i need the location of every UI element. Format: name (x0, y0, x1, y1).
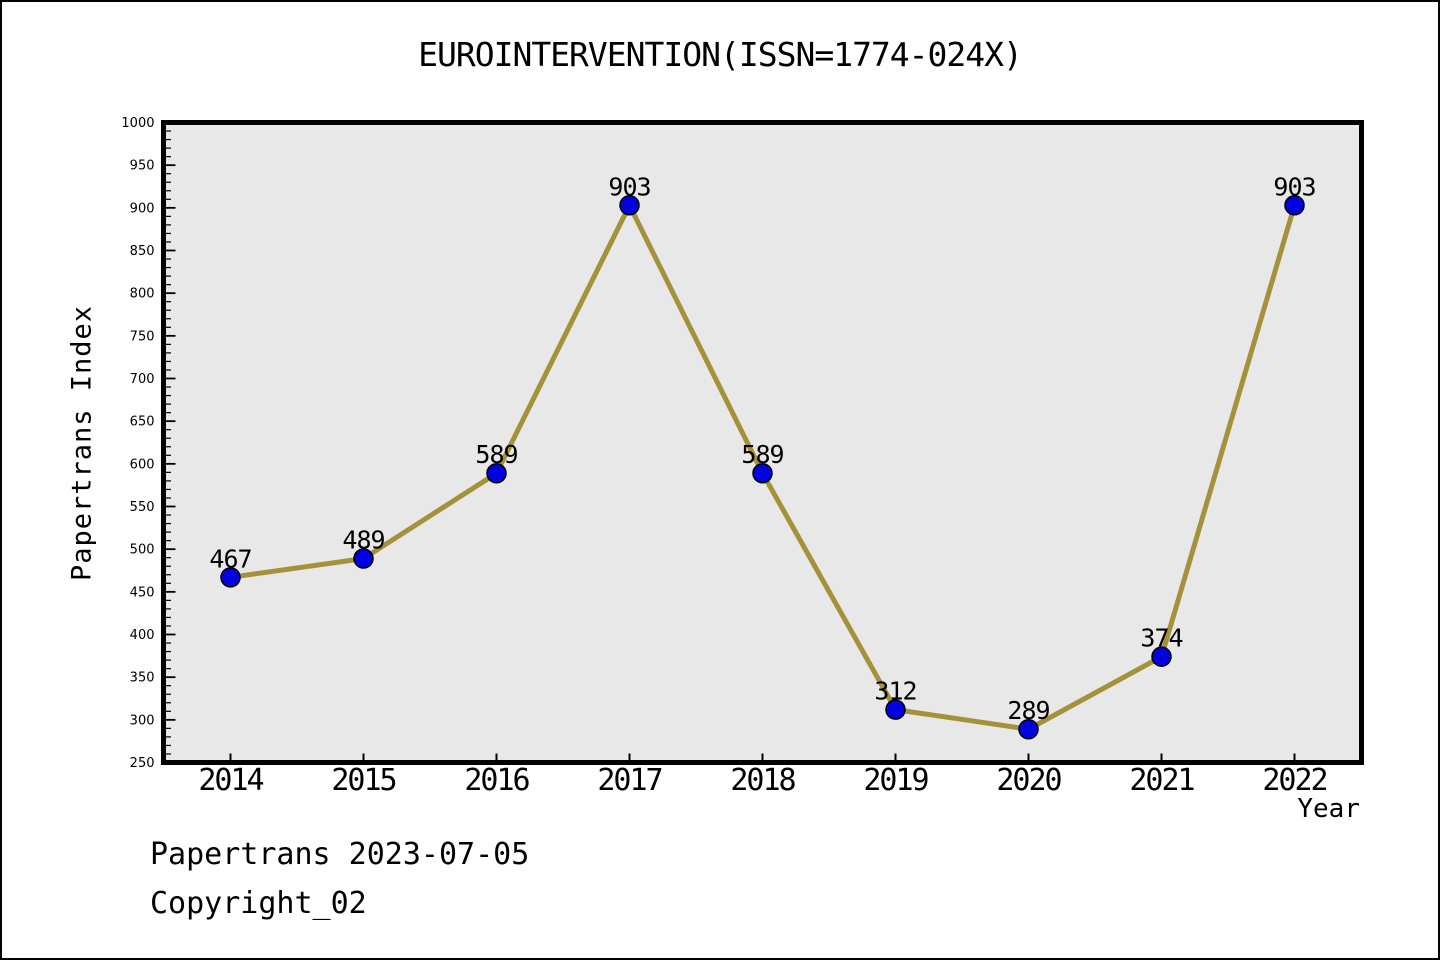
y-tick-label: 900 (130, 201, 155, 216)
x-tick-label: 2019 (863, 763, 928, 798)
data-point-label: 903 (1273, 172, 1315, 201)
y-tick-label: 250 (130, 756, 155, 771)
data-point-marker (1151, 646, 1172, 667)
y-tick-label: 650 (130, 415, 155, 430)
y-tick-label: 350 (130, 671, 155, 686)
x-tick-label: 2018 (730, 763, 795, 798)
y-tick-label: 500 (130, 543, 155, 558)
data-point-label: 489 (342, 526, 384, 555)
data-point-label: 903 (608, 172, 650, 201)
data-point-marker (220, 567, 241, 588)
y-tick-label: 550 (130, 500, 155, 515)
y-tick-label: 300 (130, 713, 155, 728)
data-point-marker (619, 195, 640, 216)
data-point-label: 374 (1140, 624, 1182, 653)
x-tick-label: 2022 (1262, 763, 1326, 798)
data-point-label: 289 (1007, 696, 1049, 725)
data-point-label: 589 (741, 440, 783, 469)
x-tick-label: 2014 (198, 763, 263, 798)
footer-copyright: Copyright_02 (150, 886, 367, 921)
data-point-label: 312 (874, 677, 916, 706)
data-point-marker (752, 462, 773, 484)
data-point-label: 467 (209, 544, 251, 573)
x-tick-label: 2017 (597, 763, 661, 798)
y-axis-label: Papertrans Index (66, 304, 98, 582)
x-axis-label: Year (1297, 794, 1360, 824)
data-point-marker (885, 699, 906, 720)
data-point-marker (1018, 718, 1039, 740)
y-tick-label: 950 (130, 159, 155, 174)
plot-border (161, 120, 1364, 765)
data-point-marker (1284, 195, 1305, 216)
x-tick-label: 2020 (996, 763, 1061, 798)
y-tick-label: 400 (130, 628, 155, 643)
data-point-marker (486, 462, 507, 484)
y-tick-label: 700 (130, 372, 155, 387)
data-point-marker (353, 548, 374, 569)
chart-title: EUROINTERVENTION(ISSN=1774-024X) (418, 35, 1023, 74)
y-tick-label: 850 (130, 244, 155, 259)
x-tick-label: 2021 (1129, 763, 1194, 798)
y-tick-label: 450 (130, 585, 155, 600)
y-tick-label: 800 (130, 287, 155, 302)
y-tick-label: 600 (130, 457, 155, 472)
data-point-label: 589 (475, 440, 517, 469)
y-tick-label: 1000 (121, 116, 154, 131)
y-tick-label: 750 (130, 329, 155, 344)
footer-source-date: Papertrans 2023-07-05 (150, 837, 530, 872)
x-tick-label: 2016 (464, 763, 529, 798)
x-tick-label: 2015 (331, 763, 395, 798)
